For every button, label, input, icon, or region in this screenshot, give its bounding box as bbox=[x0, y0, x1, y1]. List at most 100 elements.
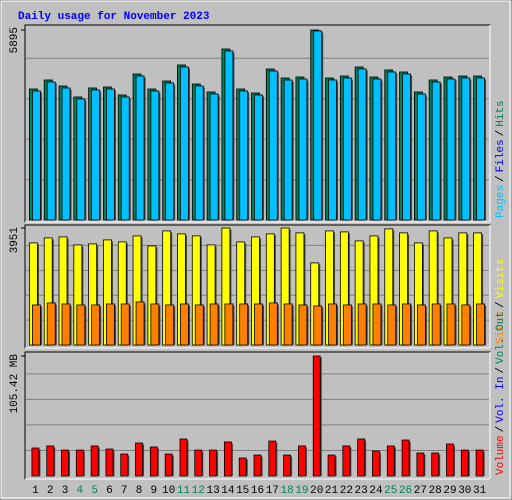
bar bbox=[76, 98, 86, 221]
x-tick-label: 22 bbox=[340, 485, 353, 497]
bar bbox=[402, 73, 411, 221]
bar bbox=[476, 77, 485, 221]
x-tick-label: 8 bbox=[136, 485, 143, 497]
legend: Volume / Vol. In / Vol. Out bbox=[495, 311, 507, 475]
bar bbox=[224, 50, 234, 221]
x-tick-label: 9 bbox=[151, 485, 158, 497]
x-tick-label: 25 bbox=[384, 485, 397, 497]
x-tick-label: 3 bbox=[62, 485, 69, 497]
bar bbox=[342, 445, 351, 477]
legend-entry: Files bbox=[495, 139, 507, 172]
bar bbox=[283, 303, 293, 346]
bar bbox=[150, 90, 160, 221]
legend: Pages / Files / Hits bbox=[495, 100, 507, 218]
bar bbox=[32, 90, 41, 221]
bar bbox=[150, 303, 160, 346]
bar bbox=[298, 445, 306, 477]
bar bbox=[298, 78, 308, 221]
bar bbox=[268, 440, 277, 477]
bar bbox=[223, 441, 232, 477]
bar bbox=[476, 303, 485, 346]
bar bbox=[90, 445, 99, 477]
x-tick-label: 21 bbox=[325, 485, 339, 497]
bar bbox=[446, 303, 456, 346]
x-tick-label: 15 bbox=[236, 485, 249, 497]
bar bbox=[106, 88, 115, 221]
x-tick-label: 11 bbox=[177, 485, 191, 497]
x-tick-label: 1 bbox=[32, 485, 39, 497]
x-tick-label: 30 bbox=[458, 485, 471, 497]
bar bbox=[461, 304, 471, 346]
bar bbox=[313, 30, 323, 221]
bar bbox=[357, 438, 366, 477]
bar bbox=[239, 303, 249, 346]
bar bbox=[91, 89, 101, 221]
y-tick-label: 105.42 MB bbox=[9, 354, 21, 414]
bar bbox=[253, 454, 262, 477]
bar bbox=[254, 94, 263, 221]
legend-entry: Vol. Out bbox=[495, 311, 507, 364]
bar bbox=[357, 68, 367, 221]
bar bbox=[283, 79, 293, 221]
bar bbox=[46, 81, 56, 221]
bar bbox=[372, 78, 382, 221]
bar bbox=[149, 446, 158, 477]
chart-title: Daily usage for November 2023 bbox=[18, 11, 210, 23]
x-tick-label: 20 bbox=[310, 485, 323, 497]
x-tick-label: 24 bbox=[369, 485, 383, 497]
x-tick-label: 17 bbox=[266, 485, 279, 497]
bar bbox=[61, 449, 69, 477]
x-tick-label: 10 bbox=[162, 485, 175, 497]
bar bbox=[460, 449, 469, 477]
bar bbox=[342, 304, 352, 346]
legend-separator: / bbox=[495, 130, 507, 137]
x-tick-label: 26 bbox=[399, 485, 412, 497]
bar bbox=[180, 303, 189, 346]
bar bbox=[32, 304, 41, 346]
bar bbox=[357, 303, 367, 346]
bar bbox=[268, 70, 278, 221]
x-tick-label: 6 bbox=[106, 485, 113, 497]
bar bbox=[209, 93, 219, 221]
bar bbox=[416, 304, 426, 346]
bar bbox=[283, 454, 292, 477]
bar bbox=[268, 302, 278, 346]
bar bbox=[328, 79, 337, 221]
x-tick-label: 18 bbox=[281, 485, 294, 497]
legend-entry: Hits bbox=[495, 100, 507, 126]
x-tick-label: 12 bbox=[192, 485, 205, 497]
bar bbox=[475, 449, 484, 477]
bar bbox=[313, 305, 323, 346]
x-tick-label: 7 bbox=[121, 485, 128, 497]
bar bbox=[342, 77, 352, 221]
bar bbox=[224, 303, 234, 346]
x-tick-label: 13 bbox=[206, 485, 219, 497]
bar bbox=[120, 303, 130, 346]
bar bbox=[254, 303, 263, 346]
x-tick-label: 4 bbox=[77, 485, 84, 497]
legend-entry: Volume bbox=[495, 435, 507, 475]
bar bbox=[76, 304, 86, 346]
x-tick-label: 2 bbox=[47, 485, 54, 497]
bar bbox=[106, 303, 115, 346]
bar bbox=[61, 87, 71, 221]
legend-entry: Sites bbox=[495, 311, 507, 344]
bar bbox=[461, 77, 471, 221]
bar bbox=[105, 448, 114, 477]
bar bbox=[387, 71, 397, 221]
bar bbox=[135, 442, 143, 477]
bar bbox=[179, 438, 188, 477]
legend-separator: / bbox=[495, 367, 507, 374]
bar bbox=[372, 303, 382, 346]
bar bbox=[91, 304, 101, 346]
x-tick-label: 14 bbox=[221, 485, 235, 497]
bar bbox=[416, 93, 426, 221]
legend-entry: Visits bbox=[495, 259, 507, 299]
bar bbox=[120, 453, 129, 477]
bar bbox=[135, 301, 145, 346]
bar bbox=[431, 452, 440, 477]
x-tick-label: 28 bbox=[429, 485, 442, 497]
bar bbox=[239, 90, 249, 221]
